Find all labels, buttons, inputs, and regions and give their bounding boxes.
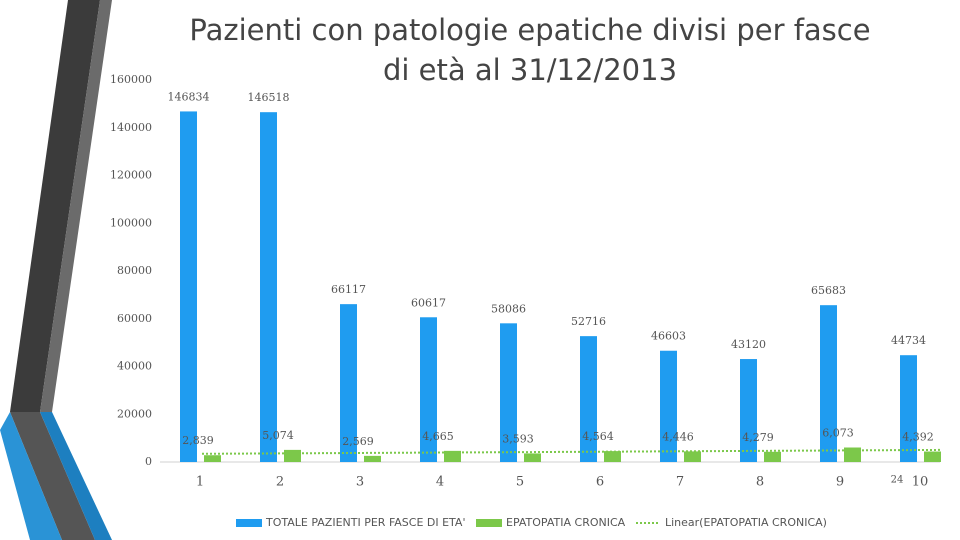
bar [260, 112, 277, 462]
bar [924, 451, 941, 462]
value-label: 5,074 [262, 429, 294, 442]
y-tick-label: 60000 [117, 312, 152, 325]
y-tick-label: 140000 [110, 121, 152, 134]
trend-line [201, 448, 943, 455]
legend-label: Linear(EPATOPATIA CRONICA) [665, 516, 827, 529]
decor-stripe [40, 412, 112, 540]
bar [900, 355, 917, 462]
y-tick-label: 160000 [110, 73, 152, 86]
chart-title: Pazienti con patologie epatiche divisi p… [189, 13, 871, 87]
bar [660, 350, 677, 462]
bar [844, 447, 861, 462]
decor-stripe [10, 412, 95, 540]
y-tick-label: 80000 [117, 264, 152, 277]
value-label: 60617 [411, 296, 446, 309]
value-label: 52716 [571, 315, 606, 328]
value-label: 46603 [651, 330, 686, 343]
value-label: 43120 [731, 338, 766, 351]
value-label: 58086 [491, 302, 526, 315]
decor-stripe [0, 412, 62, 540]
bar [284, 449, 301, 462]
value-label: 6,073 [822, 427, 854, 440]
value-label: 4,665 [422, 430, 454, 443]
value-label: 2,839 [182, 434, 214, 447]
value-label: 146834 [168, 90, 210, 103]
value-label: 66117 [331, 283, 366, 296]
bar [340, 304, 357, 462]
y-tick-label: 0 [145, 455, 152, 468]
value-label: 4,279 [742, 431, 774, 444]
bar [204, 455, 221, 462]
value-label: 4,564 [582, 430, 614, 443]
value-label: 4,446 [662, 430, 694, 443]
x-tick-label: 6 [596, 475, 604, 490]
bar [444, 450, 461, 462]
bar [604, 451, 621, 462]
x-tick-label: 9 [836, 475, 844, 490]
x-tick-label: 10 [912, 475, 929, 490]
value-label: 65683 [811, 284, 846, 297]
x-tick-label: 1 [196, 475, 204, 490]
x-tick-label: 4 [436, 475, 444, 490]
value-label: 146518 [248, 91, 290, 104]
bar [764, 451, 781, 462]
bar [500, 323, 517, 462]
bar [684, 451, 701, 462]
decor-stripe [40, 0, 112, 412]
value-label: 4,392 [902, 431, 934, 444]
legend-swatch [236, 519, 262, 527]
legend-swatch [476, 519, 502, 527]
x-tick-label: 3 [356, 475, 364, 490]
bar [820, 305, 837, 462]
bar [180, 111, 197, 462]
page-number: 24 [891, 475, 904, 486]
x-tick-label: 2 [276, 475, 284, 490]
bar [524, 453, 541, 462]
x-tick-label: 8 [756, 475, 764, 490]
decor-stripe [10, 0, 100, 412]
legend-label: EPATOPATIA CRONICA [506, 516, 626, 529]
value-label: 44734 [891, 334, 926, 347]
bar [364, 455, 381, 462]
value-label: 2,569 [342, 435, 374, 448]
y-tick-label: 40000 [117, 360, 152, 373]
bar [740, 359, 757, 462]
y-tick-label: 20000 [117, 407, 152, 420]
value-label: 3,593 [502, 432, 534, 445]
bar [580, 336, 597, 462]
bar [420, 317, 437, 462]
y-tick-label: 120000 [110, 169, 152, 182]
y-tick-label: 100000 [110, 216, 152, 229]
legend-label: TOTALE PAZIENTI PER FASCE DI ETA' [265, 516, 465, 529]
x-tick-label: 5 [516, 475, 524, 490]
x-tick-label: 7 [676, 475, 684, 490]
